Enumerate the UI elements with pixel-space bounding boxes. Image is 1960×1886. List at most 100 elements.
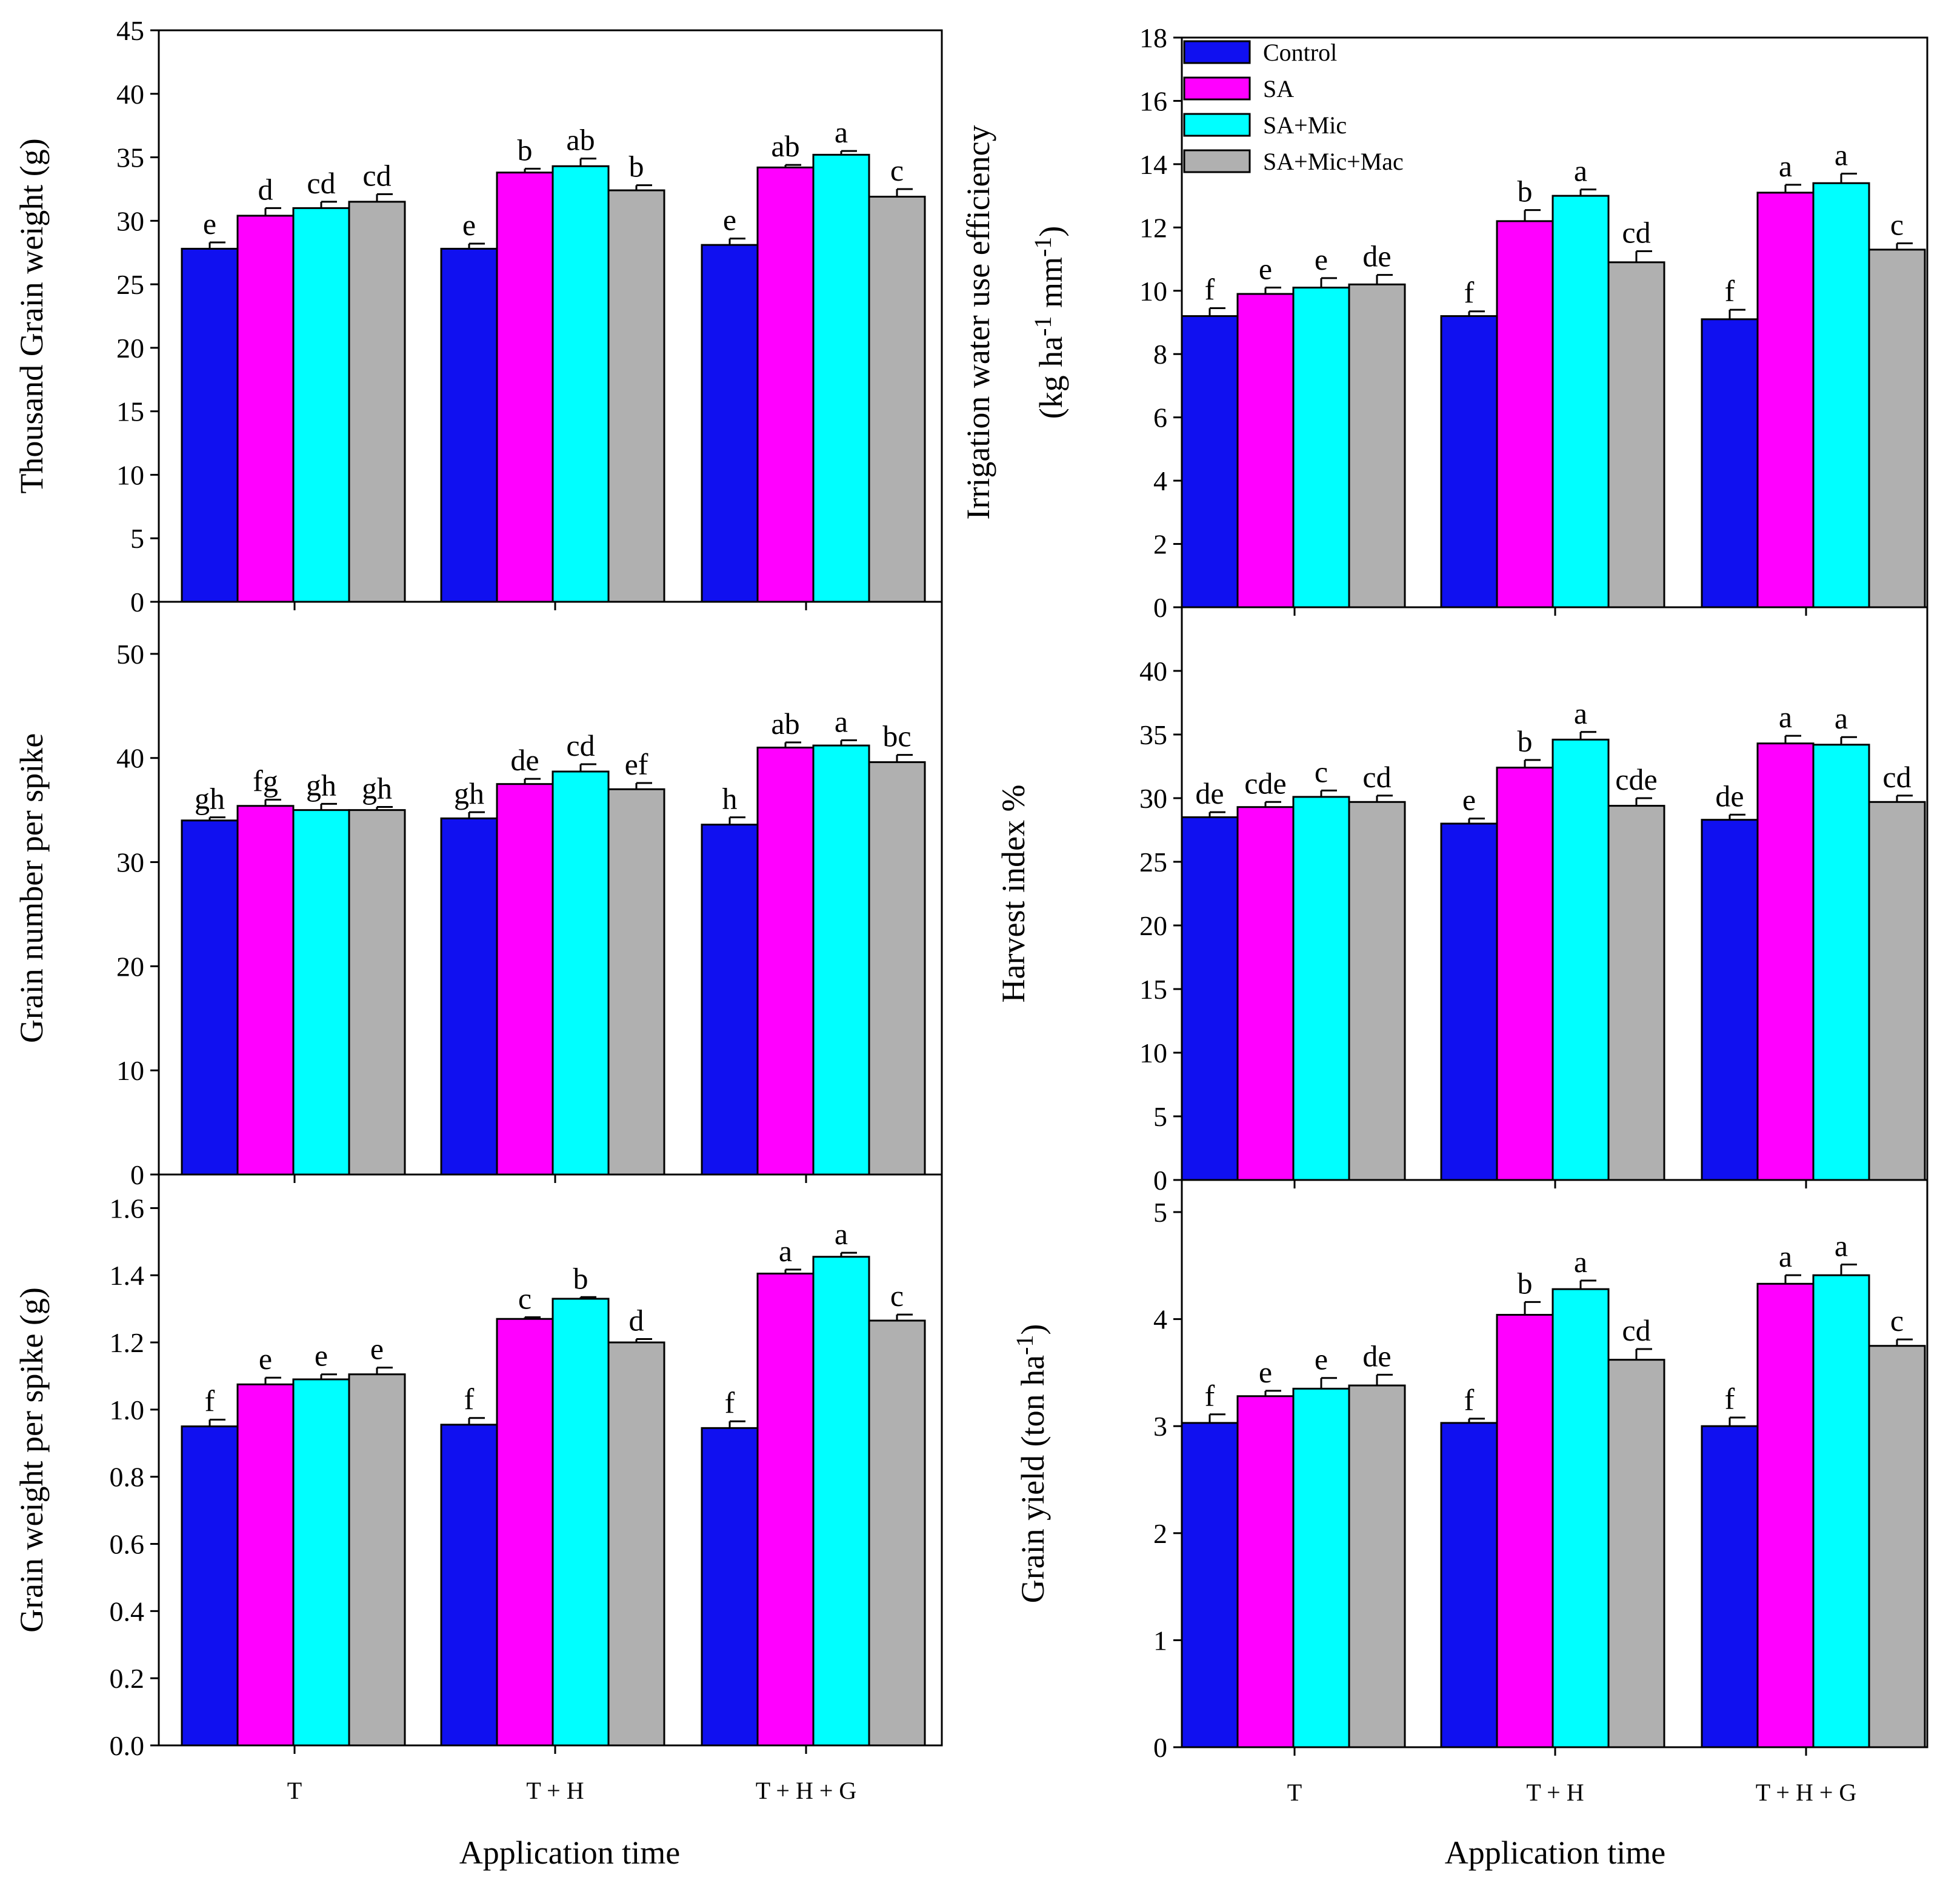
- significance-letter: c: [890, 153, 904, 187]
- y-tick-label: 1.2: [110, 1327, 145, 1358]
- significance-letter: cd: [566, 728, 595, 762]
- legend: Control SA SA+Mic SA+Mic+Mac: [1183, 39, 1404, 175]
- significance-letter: cd: [1882, 760, 1911, 794]
- significance-letter: f: [205, 1384, 215, 1418]
- bar-sa-mic-2: [552, 1298, 610, 1747]
- bar-control-3: [701, 1427, 759, 1747]
- y-tick-label: 4: [1153, 465, 1167, 496]
- y-tick-label: 1: [1153, 1625, 1167, 1656]
- bar-control-3: [701, 824, 759, 1176]
- bar-sa-mic-mac-2: [1607, 1359, 1665, 1748]
- significance-letter: a: [1574, 1245, 1587, 1279]
- bar-sa-mic-1: [292, 1378, 350, 1747]
- significance-letter: b: [1518, 175, 1533, 208]
- y-tick-label: 30: [116, 847, 144, 878]
- significance-letter: a: [1835, 1229, 1848, 1263]
- bar-sa-3: [756, 166, 815, 603]
- chart-panel-2: 0 2 4 6 8 10 12 14 16 18 f f f e b a e a a de cd c Irrigation …: [960, 22, 1928, 623]
- significance-letter: d: [258, 172, 273, 206]
- significance-letter: de: [1715, 779, 1744, 813]
- legend-label-sa-mic-mac: SA+Mic+Mac: [1263, 148, 1404, 175]
- bar-sa-mic-2: [552, 770, 610, 1176]
- bar-sa-2: [1496, 767, 1554, 1181]
- bar-sa-1: [1236, 293, 1295, 608]
- significance-letter: e: [462, 208, 476, 242]
- bar-control-1: [181, 1425, 239, 1747]
- y-tick-label: 30: [116, 205, 144, 236]
- significance-letter: a: [1574, 154, 1587, 188]
- y-tick-label: 40: [116, 79, 144, 110]
- bar-sa-mic-mac-1: [1348, 283, 1406, 608]
- y-axis-label: Thousand Grain weight (g): [13, 138, 50, 493]
- y-tick-label: 2: [1153, 1518, 1167, 1549]
- bar-sa-2: [496, 172, 554, 603]
- y-axis-label-line2: (kg ha-1 mm-1): [1029, 226, 1069, 419]
- significance-letter: a: [1779, 149, 1792, 183]
- significance-letter: a: [835, 1217, 848, 1251]
- significance-letter: c: [1890, 207, 1904, 241]
- y-tick-label: 4: [1153, 1304, 1167, 1335]
- y-tick-label: 18: [1139, 22, 1167, 53]
- significance-letter: de: [1195, 776, 1224, 810]
- bar-sa-2: [1496, 1314, 1554, 1748]
- significance-letter: b: [518, 133, 533, 167]
- y-tick-label: 0: [130, 1159, 144, 1190]
- bar-sa-mic-1: [1292, 287, 1350, 608]
- bar-control-3: [1701, 819, 1759, 1181]
- significance-letter: e: [315, 1339, 328, 1373]
- significance-letter: f: [1725, 1382, 1735, 1416]
- bar-sa-3: [756, 747, 815, 1176]
- x-axis-title-left: Application time: [459, 1834, 680, 1871]
- bar-sa-mic-1: [292, 207, 350, 603]
- bar-sa-2: [496, 783, 554, 1176]
- bar-sa-mic-mac-3: [868, 196, 926, 603]
- y-tick-label: 5: [130, 523, 144, 554]
- y-tick-label: 0: [130, 587, 144, 618]
- y-tick-label: 40: [1139, 656, 1167, 687]
- significance-letter: b: [629, 150, 644, 184]
- significance-letter: de: [510, 743, 539, 777]
- y-tick-label: 25: [1139, 847, 1167, 878]
- y-tick-label: 45: [116, 15, 144, 46]
- bar-sa-3: [756, 1272, 815, 1747]
- significance-letter: e: [259, 1342, 272, 1376]
- y-tick-label: 40: [116, 743, 144, 774]
- y-axis-label: Harvest index %: [995, 785, 1032, 1003]
- y-axis-label: Grain yield (ton ha-1): [1011, 1324, 1051, 1604]
- significance-letter: e: [1259, 252, 1272, 286]
- y-tick-label: 2: [1153, 529, 1167, 560]
- bar-sa-mic-2: [1552, 195, 1610, 608]
- bar-sa-2: [1496, 220, 1554, 608]
- significance-letter: cd: [1622, 1313, 1650, 1347]
- y-tick-label: 3: [1153, 1411, 1167, 1442]
- bar-control-2: [1440, 1422, 1498, 1748]
- x-tick-label: T + H + G: [756, 1777, 857, 1804]
- significance-letter: f: [1205, 1379, 1215, 1413]
- significance-letter: e: [203, 207, 216, 241]
- y-tick-label: 50: [116, 639, 144, 670]
- y-tick-label: 35: [1139, 719, 1167, 750]
- significance-letter: e: [723, 203, 736, 237]
- y-tick-label: 5: [1153, 1197, 1167, 1228]
- significance-letter: a: [779, 1234, 792, 1268]
- bar-control-1: [1181, 1422, 1239, 1748]
- significance-letter: de: [1362, 1339, 1391, 1373]
- bar-sa-mic-mac-2: [607, 189, 665, 603]
- y-tick-label: 0.0: [110, 1730, 145, 1761]
- legend-swatch-sa: [1183, 76, 1251, 101]
- significance-letter: gh: [195, 782, 225, 816]
- legend-swatch-sa-mic: [1183, 113, 1251, 137]
- bar-sa-mic-mac-3: [1868, 801, 1926, 1181]
- y-tick-label: 20: [116, 951, 144, 982]
- y-tick-label: 1.6: [110, 1193, 145, 1224]
- significance-letter: c: [1890, 1304, 1904, 1338]
- significance-letter: f: [1464, 276, 1475, 310]
- legend-label-sa: SA: [1263, 75, 1294, 102]
- y-tick-label: 0: [1153, 592, 1167, 623]
- bar-control-2: [1440, 315, 1498, 608]
- significance-letter: e: [1259, 1355, 1272, 1389]
- chart-panel-5: 0.0 0.2 0.4 0.6 0.8 1.0 1.2 1.4 1.6 f f f e c a e b a e d c T…: [13, 1173, 943, 1804]
- significance-letter: c: [890, 1279, 904, 1313]
- y-tick-label: 1.0: [110, 1395, 145, 1425]
